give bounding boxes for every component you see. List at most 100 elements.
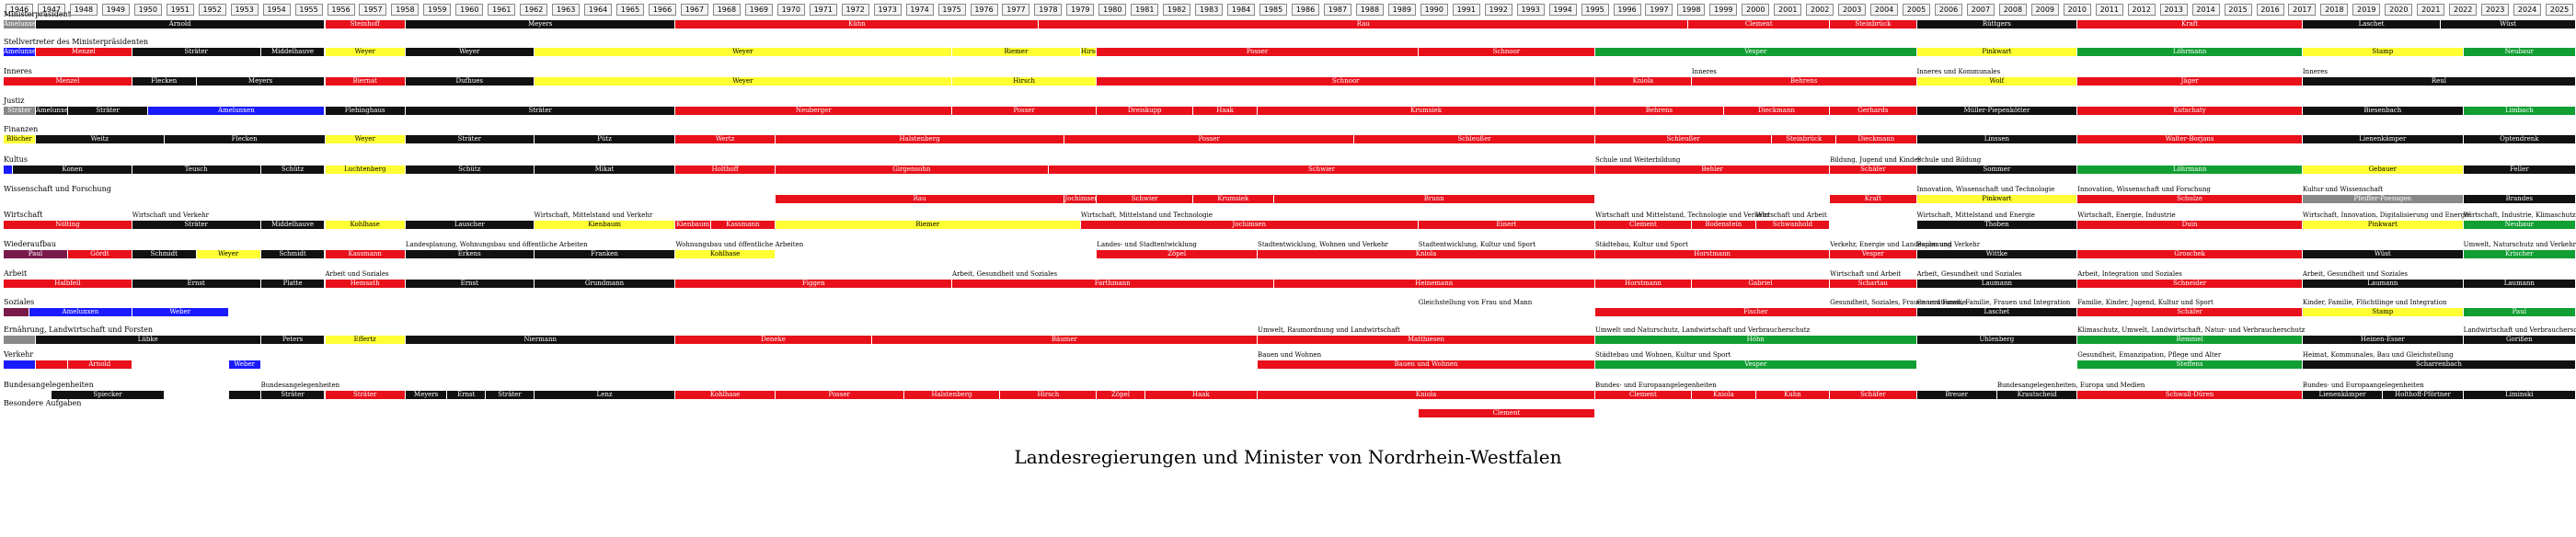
year-tick: 1992 [1484,4,1512,16]
minister-bar: Hemsath [325,280,406,288]
minister-bar: Amelunxen [35,107,68,115]
minister-bar: Ernst [447,391,487,399]
minister-bar: Meyers [196,77,326,86]
minister-bar: Lübke [35,336,261,344]
year-tick: 1978 [1034,4,1063,16]
minister-bar: Laschet [2302,20,2442,29]
section-label: Finanzen [4,125,39,133]
section-label: Inneres [4,67,32,75]
minister-bar: Feller [2463,166,2576,174]
minister-bar: Spiecker [52,391,165,399]
minister-bar: Kienbaum [675,221,711,229]
minister-bar: Limbach [2463,107,2576,115]
year-tick: 1950 [133,4,162,16]
minister-bar: Gabriel [1691,280,1831,288]
minister-bar: Menzel [4,77,132,86]
year-tick: 1954 [262,4,291,16]
minister-bar: Behrens [1595,107,1724,115]
ministry-name-label: Innovation, Wissenschaft und Technologie [1916,186,2055,193]
minister-bar: Platte [260,280,326,288]
year-tick: 1997 [1645,4,1673,16]
section-label: Ministerpräsident [4,10,71,18]
year-tick: 1983 [1195,4,1224,16]
minister-bar: Riemer [775,221,1081,229]
minister-bar: Zöpel [1097,250,1259,258]
ministry-name-label: Inneres [1691,68,1717,75]
ministry-name-label: Schule und Weiterbildung [1595,156,1681,164]
minister-bar: Sträter [405,135,535,143]
year-tick: 1958 [391,4,420,16]
minister-bar: Schütz [260,166,326,174]
minister-bar: Weyer [325,135,406,143]
minister-bar: Einert [1418,221,1596,229]
minister-bar: Halstenberg [903,391,1001,399]
minister-bar: Krumsiek [1193,195,1274,203]
minister-bar: Schneider [2077,280,2303,288]
minister-bar: Gebauer [2302,166,2464,174]
minister-bar: Steinbrück [1772,135,1837,143]
year-tick: 1967 [680,4,708,16]
year-tick: 1974 [905,4,934,16]
minister-bar: Schäfer [2077,308,2303,316]
minister-bar: Gorißen [2463,336,2576,344]
minister-bar: Höhn [1595,336,1917,344]
minister-bar: Meyers [405,391,448,399]
ministry-name-label: Generationen, Familie, Frauen und Integr… [1916,299,2071,306]
minister-bar: Schmidt [260,250,326,258]
minister-bar: Sträter [260,391,326,399]
minister-bar: Rau [775,195,1065,203]
minister-bar: Laschet [1916,308,2078,316]
minister-bar: Haak [1193,107,1259,115]
minister-bar: Holthoff-Pförtner [2383,391,2464,399]
minister-bar: Wittke [1916,250,2078,258]
ministry-name-label: Wirtschaft und Mittelstand, Technologie … [1595,211,1770,219]
minister-bar: Schwier [1048,166,1596,174]
year-tick: 1980 [1098,4,1127,16]
minister-bar: Jochimsen [1064,195,1098,203]
minister-bar: Haak [1144,391,1259,399]
year-tick: 1971 [809,4,837,16]
minister-bar: Bauen und Wohnen [1258,360,1596,369]
minister-bar: Schnoor [1418,48,1596,56]
minister-bar: Bäumer [871,336,1259,344]
minister-bar: Vesper [1830,250,1917,258]
minister-bar: Schartau [1830,280,1917,288]
ministry-name-label: Wirtschaft und Arbeit [1755,211,1827,219]
minister-bar: Nölting [4,221,132,229]
year-tick: 1964 [584,4,613,16]
minister-bar: Konen [13,166,132,174]
year-tick: 2013 [2159,4,2188,16]
minister-bar: Dieckmann [1836,135,1917,143]
year-tick: 1993 [1516,4,1545,16]
year-tick: 1976 [970,4,998,16]
ministry-name-label: Landwirtschaft und Verbraucherschutz [2463,326,2576,334]
minister-bar: Middelhauve [260,48,326,56]
ministry-name-label: Umwelt, Naturschutz und Verkehr [2463,241,2576,248]
minister-bar: Niermann [405,336,676,344]
year-tick: 1982 [1163,4,1191,16]
ministry-name-label: Wirtschaft und Arbeit [1830,270,1902,278]
minister-bar: Dufhues [405,77,535,86]
minister-bar: Sträter [67,107,149,115]
ministry-name-label: Landes- und Stadtentwicklung [1097,241,1197,248]
minister-bar: Pfeiffer-Poensgen [2302,195,2464,203]
minister-bar: Schäfer [1830,391,1917,399]
minister-bar: Posser [1097,48,1419,56]
section-label: Verkehr [4,350,34,359]
minister-bar: Neuberger [675,107,953,115]
minister-bar [35,360,68,369]
minister-bar: Menzel [35,48,132,56]
year-tick: 1999 [1709,4,1738,16]
ministry-name-label: Arbeit und Soziales [325,270,389,278]
ministry-name-label: Arbeit, Gesundheit und Soziales [1916,270,2022,278]
minister-bar: Luchtenberg [325,166,406,174]
minister-bar: Schwier [1097,195,1194,203]
minister-bar: Lienenkämper [2302,135,2464,143]
minister-bar: Kniola [1258,250,1596,258]
ministry-name-label: Gesundheit, Soziales, Frauen und Familie [1830,299,1967,306]
minister-bar: Amelunxen [29,308,132,316]
ministry-name-label: Bauen und Verkehr [1916,241,1981,248]
ministry-name-label: Bauen und Wohnen [1258,351,1322,359]
section-label: Bundesangelegenheiten [4,381,94,389]
minister-bar: Neubaur [2463,48,2576,56]
